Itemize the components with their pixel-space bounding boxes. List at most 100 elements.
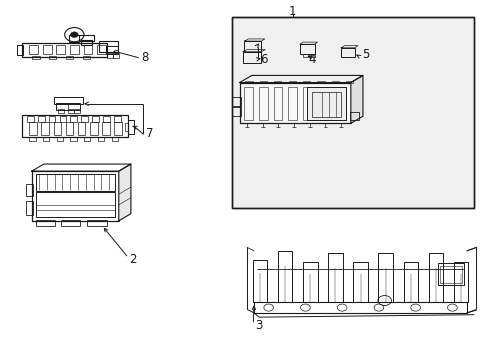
- Bar: [90, 122, 97, 135]
- Bar: [277, 251, 292, 302]
- Bar: [114, 122, 122, 135]
- Bar: [53, 97, 82, 104]
- Bar: [43, 137, 49, 141]
- Bar: [43, 45, 52, 54]
- Bar: [300, 44, 314, 54]
- Bar: [288, 81, 295, 83]
- Bar: [32, 171, 119, 221]
- Bar: [81, 116, 88, 122]
- Bar: [273, 87, 282, 121]
- Text: 2: 2: [129, 253, 137, 266]
- Bar: [252, 260, 266, 302]
- Bar: [243, 52, 261, 63]
- Bar: [244, 41, 261, 53]
- Bar: [68, 109, 74, 113]
- Bar: [403, 261, 417, 302]
- Bar: [274, 81, 281, 83]
- Bar: [124, 123, 128, 131]
- Bar: [106, 54, 112, 58]
- Bar: [97, 45, 105, 54]
- Bar: [232, 17, 473, 208]
- Bar: [60, 116, 66, 122]
- Bar: [74, 109, 80, 113]
- Bar: [102, 122, 109, 135]
- Bar: [70, 45, 79, 54]
- Polygon shape: [119, 164, 131, 221]
- Bar: [331, 81, 338, 83]
- Bar: [22, 116, 128, 138]
- Bar: [437, 263, 464, 284]
- Bar: [127, 120, 134, 134]
- Bar: [56, 45, 65, 54]
- Bar: [41, 122, 49, 135]
- Bar: [302, 87, 310, 121]
- Bar: [58, 109, 64, 113]
- Bar: [26, 184, 33, 196]
- Bar: [36, 174, 115, 191]
- Bar: [32, 56, 40, 59]
- Bar: [78, 122, 85, 135]
- Bar: [53, 122, 61, 135]
- Bar: [29, 137, 36, 141]
- Circle shape: [70, 32, 78, 37]
- Bar: [352, 261, 367, 302]
- Bar: [259, 81, 266, 83]
- Bar: [311, 92, 341, 117]
- Bar: [56, 103, 80, 110]
- Bar: [302, 54, 308, 57]
- Polygon shape: [350, 76, 362, 123]
- Bar: [81, 40, 92, 45]
- Bar: [232, 97, 240, 105]
- Bar: [244, 87, 253, 121]
- Bar: [113, 54, 119, 58]
- Bar: [49, 56, 56, 59]
- Bar: [99, 41, 118, 52]
- Bar: [49, 116, 55, 122]
- Bar: [428, 253, 442, 302]
- Text: 6: 6: [260, 53, 267, 66]
- Bar: [232, 107, 240, 116]
- Bar: [79, 35, 94, 41]
- Bar: [36, 192, 115, 217]
- Bar: [307, 87, 346, 121]
- Bar: [453, 261, 468, 302]
- Text: 5: 5: [361, 48, 368, 61]
- Bar: [303, 261, 317, 302]
- Bar: [341, 48, 354, 57]
- Bar: [232, 17, 473, 208]
- Bar: [287, 87, 296, 121]
- Bar: [70, 116, 77, 122]
- Bar: [103, 116, 110, 122]
- Bar: [83, 45, 92, 54]
- Bar: [22, 43, 106, 57]
- Text: 3: 3: [255, 319, 262, 332]
- Bar: [254, 302, 466, 313]
- Bar: [439, 266, 461, 283]
- Bar: [57, 137, 63, 141]
- Bar: [27, 116, 34, 122]
- Bar: [69, 35, 79, 42]
- Bar: [84, 137, 90, 141]
- Text: 1: 1: [288, 5, 296, 18]
- Bar: [65, 56, 73, 59]
- Bar: [378, 253, 392, 302]
- Bar: [38, 116, 44, 122]
- Bar: [36, 220, 55, 226]
- Bar: [346, 81, 352, 83]
- Bar: [70, 137, 77, 141]
- Bar: [87, 220, 106, 226]
- Text: 7: 7: [146, 127, 154, 140]
- Bar: [259, 87, 267, 121]
- Bar: [317, 81, 324, 83]
- Bar: [17, 45, 23, 55]
- Bar: [61, 220, 80, 226]
- Bar: [26, 201, 33, 215]
- Bar: [327, 253, 342, 302]
- Bar: [98, 137, 104, 141]
- Bar: [105, 46, 118, 54]
- Bar: [111, 137, 118, 141]
- Bar: [349, 112, 358, 120]
- Bar: [29, 122, 37, 135]
- Bar: [302, 81, 309, 83]
- Bar: [29, 45, 38, 54]
